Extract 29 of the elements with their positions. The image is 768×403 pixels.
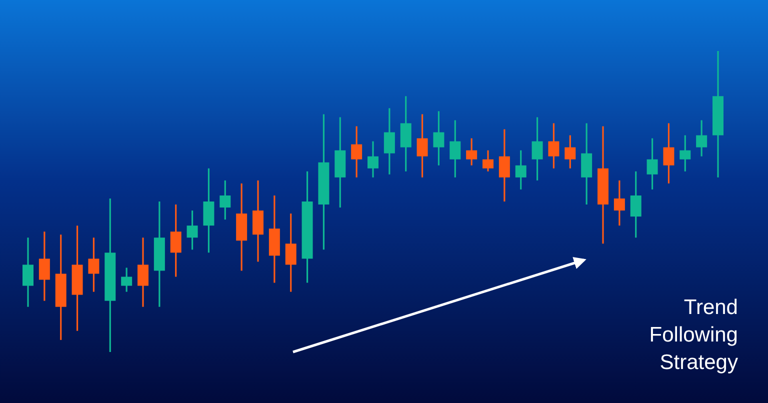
text: Trend Following Strategy <box>649 296 738 374</box>
candlestick <box>368 140 378 178</box>
candlestick <box>38 230 50 302</box>
candlestick <box>88 236 100 293</box>
candlestick <box>285 212 296 293</box>
candlestick <box>614 180 625 226</box>
candlestick <box>515 150 526 190</box>
candlestick <box>22 236 34 308</box>
candlestick <box>384 107 395 176</box>
candlestick <box>663 122 674 184</box>
candlestick <box>482 150 494 172</box>
candlestick <box>498 128 510 202</box>
candlestick <box>121 266 132 293</box>
candlestick <box>416 113 428 178</box>
candlestick <box>351 125 362 178</box>
candlestick <box>170 204 182 278</box>
candlestick <box>630 170 642 238</box>
candlestick <box>696 119 708 158</box>
candlestick <box>220 180 231 220</box>
candlestick <box>433 110 444 166</box>
candlestick <box>466 137 478 166</box>
candlestick <box>186 210 198 250</box>
candlestick <box>680 134 691 172</box>
candlestick <box>450 119 461 178</box>
candlestick <box>138 236 148 308</box>
candlestick <box>548 122 560 170</box>
candlestick <box>532 116 543 182</box>
candlestick <box>564 134 576 170</box>
candlestick <box>646 137 658 190</box>
